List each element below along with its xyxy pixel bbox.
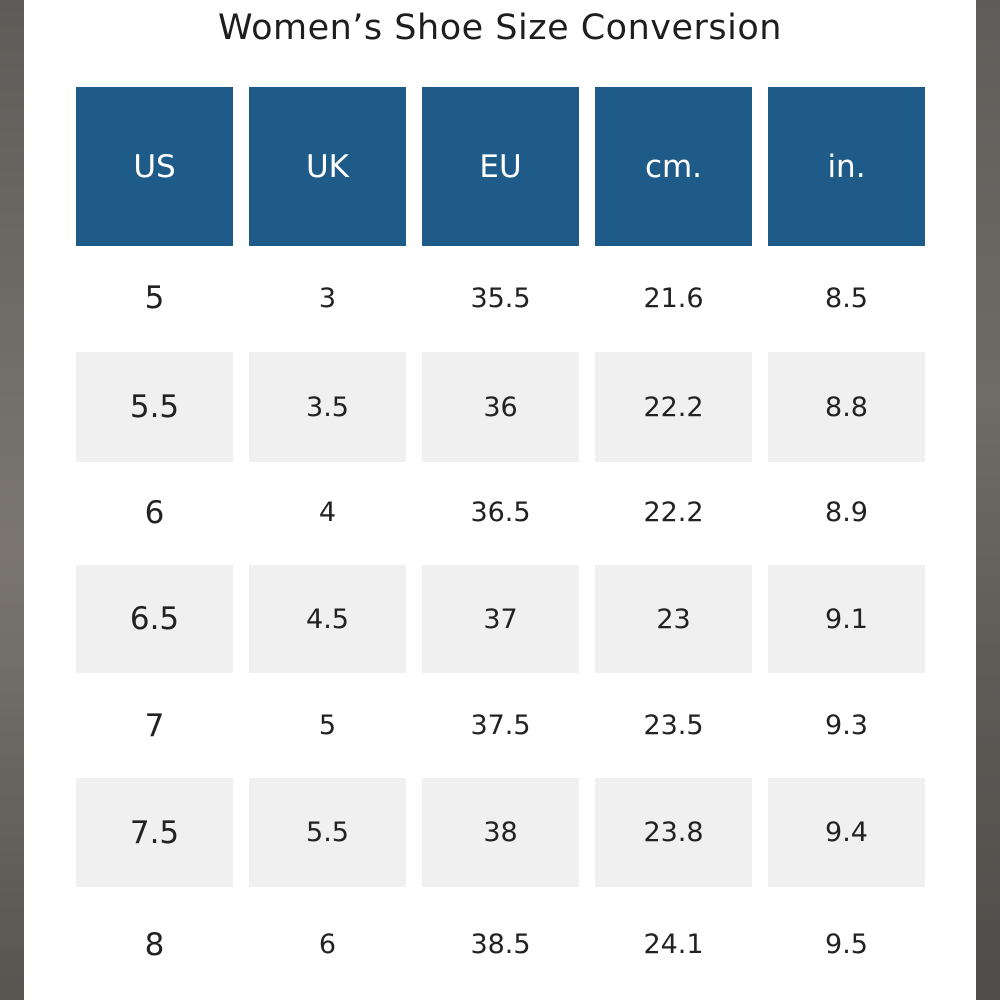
table-cell-in: 9.5 [768,889,925,1000]
column-header-cm: cm. [595,87,752,246]
table-cell-in: 9.4 [768,778,925,887]
table-cell-eu: 37.5 [422,675,579,776]
table-cell-eu: 36 [422,352,579,462]
table-cell-cm: 23 [595,565,752,673]
table-cell-cm: 22.2 [595,462,752,563]
table-cell-eu: 38.5 [422,889,579,1000]
table-cell-uk: 6 [249,889,406,1000]
table-cell-cm: 23.8 [595,778,752,887]
table-cell-in: 9.1 [768,565,925,673]
table-cell-in: 8.8 [768,352,925,462]
table-cell-us: 8 [76,889,233,1000]
table-cell-us: 5 [76,247,233,349]
table-cell-us: 7.5 [76,778,233,887]
chart-title: Women’s Shoe Size Conversion [218,8,782,48]
table-cell-in: 9.3 [768,675,925,776]
table-cell-uk: 3 [249,247,406,349]
table-cell-cm: 23.5 [595,675,752,776]
table-cell-us: 6 [76,462,233,563]
table-cell-us: 5.5 [76,352,233,462]
column-header-in: in. [768,87,925,246]
table-cell-in: 8.5 [768,247,925,349]
table-cell-uk: 3.5 [249,352,406,462]
background-right [976,0,1000,1000]
table-cell-eu: 37 [422,565,579,673]
table-cell-cm: 22.2 [595,352,752,462]
table-cell-uk: 4 [249,462,406,563]
size-chart-card: Women’s Shoe Size Conversion US UK EU cm. in… [24,0,976,1000]
table-cell-us: 6.5 [76,565,233,673]
column-header-us: US [76,87,233,246]
table-cell-eu: 35.5 [422,247,579,349]
table-cell-cm: 24.1 [595,889,752,1000]
column-header-uk: UK [249,87,406,246]
table-cell-us: 7 [76,675,233,776]
table-cell-uk: 5 [249,675,406,776]
table-cell-uk: 4.5 [249,565,406,673]
background-left [0,0,24,1000]
table-cell-eu: 38 [422,778,579,887]
column-header-eu: EU [422,87,579,246]
table-cell-cm: 21.6 [595,247,752,349]
table-cell-eu: 36.5 [422,462,579,563]
table-cell-in: 8.9 [768,462,925,563]
table-cell-uk: 5.5 [249,778,406,887]
